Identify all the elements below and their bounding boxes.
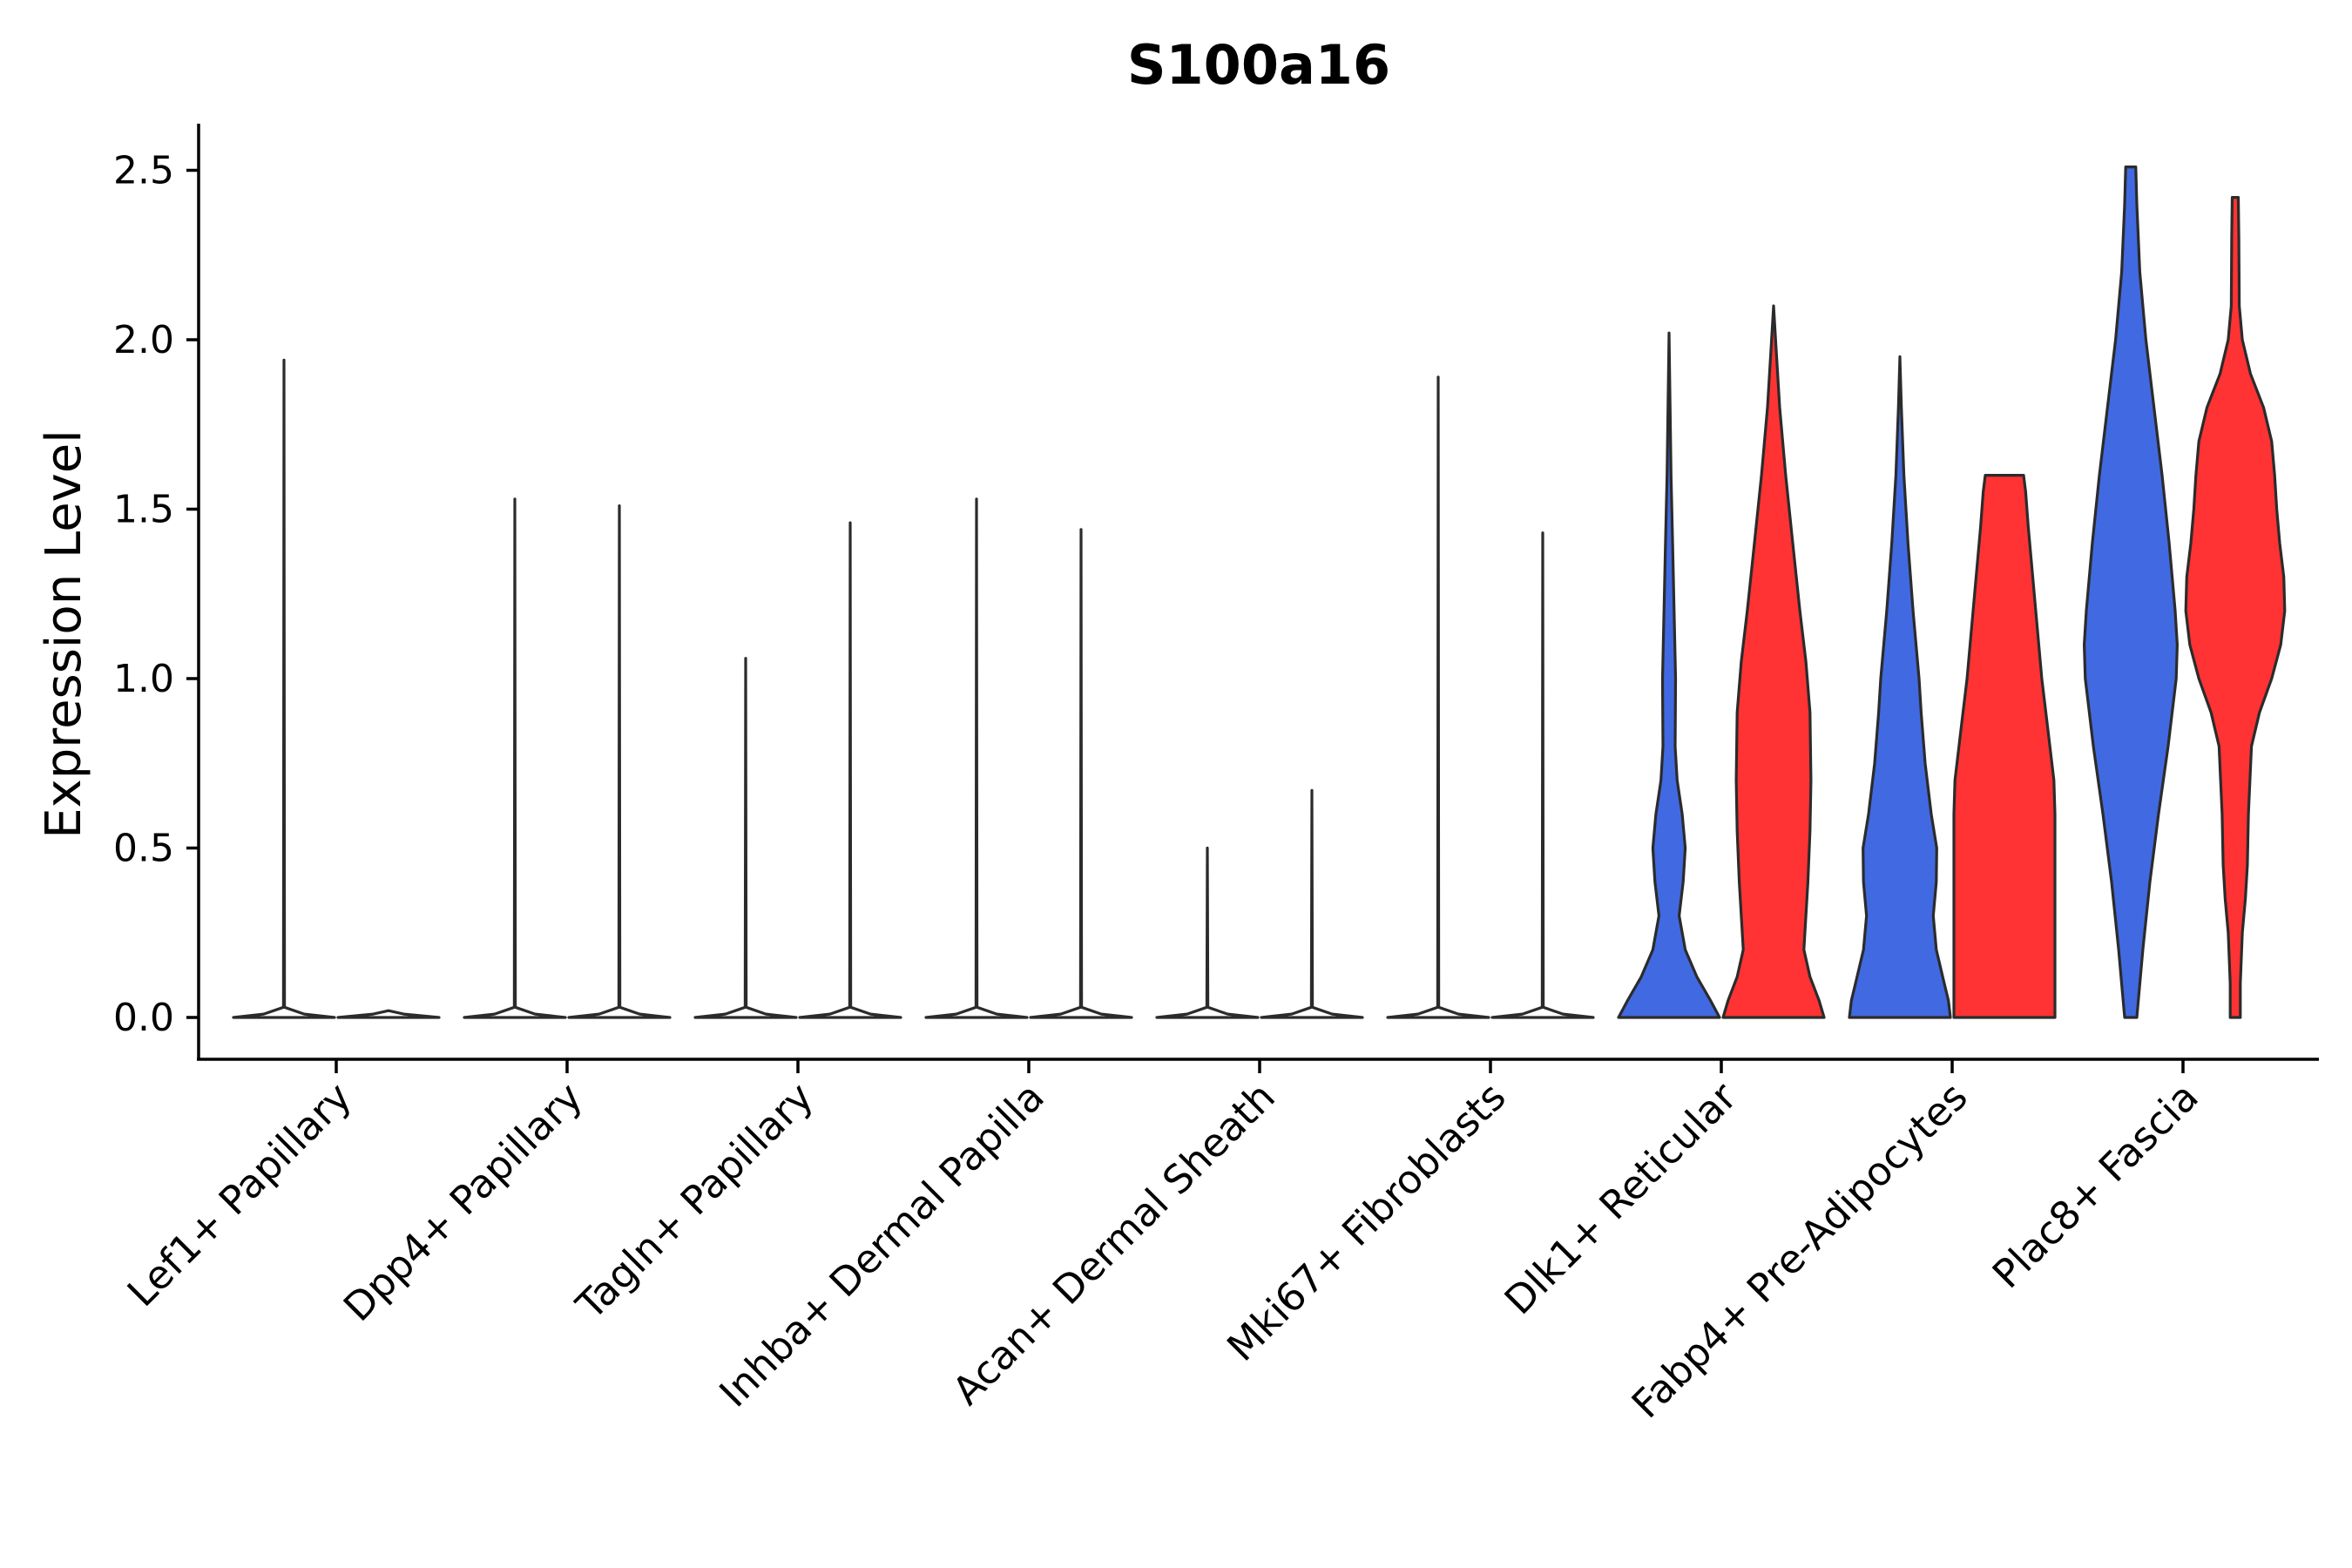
y-tick-label: 1.0 <box>113 657 174 701</box>
x-tick-label: Tagln+ Papillary <box>567 1073 822 1328</box>
x-tick-label: Plac8+ Fascia <box>1984 1073 2207 1297</box>
violin-group <box>232 166 2287 1019</box>
y-tick-label: 0.0 <box>113 996 174 1040</box>
x-tick-label: Dlk1+ Reticular <box>1496 1073 1746 1323</box>
x-tick-label: Lef1+ Papillary <box>118 1073 361 1315</box>
violin-plac8-fascia-right <box>2184 196 2287 1019</box>
y-tick-label: 2.5 <box>113 149 174 193</box>
violin-fabp4-pre-adipocytes-right <box>1952 474 2057 1019</box>
violin-mki67-fibroblasts-left <box>1386 375 1490 1019</box>
x-tick-label: Dpp4+ Papillary <box>335 1073 591 1330</box>
violin-dlk1-reticular-left <box>1617 331 1721 1019</box>
y-tick-label: 0.5 <box>113 827 174 871</box>
violin-lef1-papillary-left <box>232 358 336 1019</box>
chart-title: S100a16 <box>1127 33 1390 97</box>
violin-dlk1-reticular-right <box>1721 304 1826 1019</box>
violin-tagln-papillary-left <box>693 657 798 1019</box>
y-ticks: 0.0 0.5 1.0 1.5 2.0 2.5 <box>113 149 199 1040</box>
violin-acan-dermal-sheath-right <box>1260 788 1364 1019</box>
violin-acan-dermal-sheath-left <box>1155 846 1260 1019</box>
violin-lef1-papillary-right <box>336 1009 441 1019</box>
violin-dpp4-papillary-right <box>567 504 672 1019</box>
y-axis-label: Expression Level <box>36 429 92 839</box>
violin-plac8-fascia-left <box>2083 166 2179 1019</box>
violin-inhba-dermal-papilla-right <box>1029 528 1133 1019</box>
violin-mki67-fibroblasts-right <box>1490 531 1595 1019</box>
y-tick-label: 1.5 <box>113 488 174 532</box>
violin-dpp4-papillary-left <box>463 497 567 1019</box>
violin-tagln-papillary-right <box>798 521 902 1019</box>
violin-fabp4-pre-adipocytes-left <box>1848 355 1952 1019</box>
y-tick-label: 2.0 <box>113 318 174 362</box>
violin-inhba-dermal-papilla-left <box>924 497 1029 1019</box>
